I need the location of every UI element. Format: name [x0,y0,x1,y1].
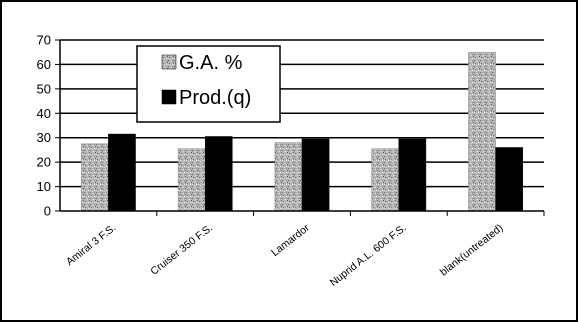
legend: G.A. % Prod.(q) [136,45,281,123]
legend-swatch-ga [161,54,177,70]
y-tick-label: 30 [37,130,51,145]
y-tick-label: 0 [44,204,51,219]
bar-prod-4 [495,147,523,212]
bar-ga-0 [81,143,109,212]
y-tick-label: 10 [37,179,51,194]
y-tick-label: 50 [37,81,51,96]
axes [59,40,544,212]
bar-ga-4 [468,51,496,212]
bar-prod-0 [108,133,136,212]
legend-swatch-prod [161,89,177,105]
legend-label-prod: Prod.(q) [179,87,251,109]
bar-prod-1 [204,136,233,212]
y-tick-label: 40 [37,106,51,121]
y-tick-label: 60 [37,57,51,72]
bars [81,51,523,212]
bar-prod-3 [398,138,427,212]
y-tick-label: 20 [37,155,51,170]
legend-box [136,45,281,123]
y-tick-labels: 0 10 20 30 40 50 60 70 [37,33,60,219]
bar-ga-1 [177,148,206,212]
bar-prod-2 [301,138,330,212]
legend-label-ga: G.A. % [179,52,243,74]
y-tick-label: 70 [37,33,51,48]
bar-ga-3 [371,148,400,212]
bar-ga-2 [274,142,303,212]
